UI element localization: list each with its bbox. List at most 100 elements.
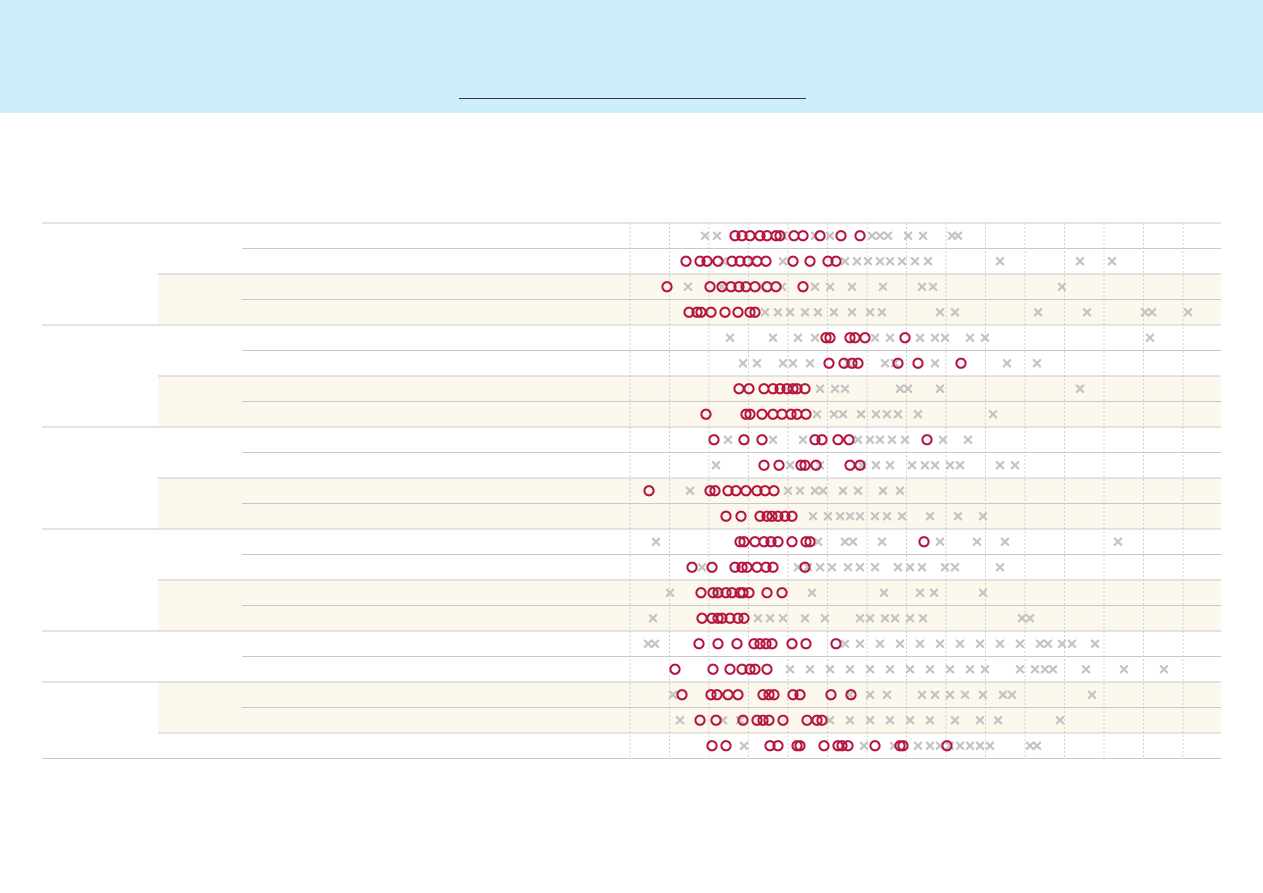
circle-marker: [824, 332, 836, 344]
cross-marker: [1119, 664, 1129, 674]
cross-marker: [865, 307, 875, 317]
cross-marker: [875, 435, 885, 445]
cross-marker: [1057, 639, 1067, 649]
circle-marker: [777, 714, 789, 726]
cross-marker: [903, 384, 913, 394]
cross-marker: [913, 741, 923, 751]
circle-marker: [720, 740, 732, 752]
cross-marker: [865, 690, 875, 700]
data-marks: [643, 230, 1193, 752]
circle-marker: [773, 459, 785, 471]
cross-marker: [895, 384, 905, 394]
cross-marker: [915, 588, 925, 598]
cross-marker: [825, 282, 835, 292]
cross-marker: [1010, 460, 1020, 470]
circle-marker: [691, 306, 703, 318]
cross-marker: [825, 231, 835, 241]
circle-marker: [733, 281, 745, 293]
cross-marker: [818, 486, 828, 496]
circle-marker: [737, 587, 749, 599]
cross-marker: [1090, 639, 1100, 649]
circle-marker: [725, 281, 737, 293]
circle-marker: [661, 281, 673, 293]
cross-marker: [935, 537, 945, 547]
cross-marker: [800, 613, 810, 623]
cross-marker: [1032, 741, 1042, 751]
circle-marker: [761, 587, 773, 599]
circle-marker: [844, 332, 856, 344]
circle-marker: [749, 536, 761, 548]
cross-marker: [723, 435, 733, 445]
cross-marker: [1048, 664, 1058, 674]
cross-marker: [810, 486, 820, 496]
circle-marker: [770, 281, 782, 293]
cross-marker: [865, 664, 875, 674]
cross-marker: [798, 435, 808, 445]
cross-marker: [793, 333, 803, 343]
cross-marker: [783, 486, 793, 496]
circle-marker: [799, 561, 811, 573]
cross-marker: [778, 256, 788, 266]
cross-marker: [925, 715, 935, 725]
cross-marker: [895, 639, 905, 649]
cross-marker: [1055, 715, 1065, 725]
cross-marker: [945, 460, 955, 470]
circle-marker: [700, 408, 712, 420]
circle-marker: [734, 536, 746, 548]
circle-marker: [754, 230, 766, 242]
cross-marker: [668, 690, 678, 700]
cross-marker: [875, 256, 885, 266]
circle-marker: [788, 230, 800, 242]
circle-marker: [705, 306, 717, 318]
circle-marker: [816, 714, 828, 726]
circle-marker: [712, 587, 724, 599]
circle-marker: [683, 306, 695, 318]
circle-marker: [785, 408, 797, 420]
circle-marker: [724, 612, 736, 624]
circle-marker: [737, 714, 749, 726]
cross-marker: [988, 409, 998, 419]
circle-marker: [787, 689, 799, 701]
circle-marker: [695, 587, 707, 599]
cross-marker: [1033, 307, 1043, 317]
cross-marker: [1015, 664, 1025, 674]
circle-marker: [754, 638, 766, 650]
cross-marker: [675, 715, 685, 725]
circle-marker: [797, 230, 809, 242]
circle-marker: [751, 561, 763, 573]
circle-marker: [822, 255, 834, 267]
highlight-band: [158, 376, 1221, 402]
circle-marker: [719, 306, 731, 318]
cross-marker: [955, 741, 965, 751]
cross-marker: [950, 715, 960, 725]
cross-marker: [1025, 613, 1035, 623]
cross-marker: [885, 664, 895, 674]
cross-marker: [897, 511, 907, 521]
circle-marker: [921, 434, 933, 446]
circle-marker: [818, 740, 830, 752]
circle-marker: [799, 459, 811, 471]
circle-marker: [732, 306, 744, 318]
cross-marker: [918, 613, 928, 623]
cross-marker: [940, 562, 950, 572]
cross-marker: [1032, 358, 1042, 368]
cross-marker: [950, 562, 960, 572]
circle-marker: [823, 357, 835, 369]
cross-marker: [773, 307, 783, 317]
circle-marker: [811, 714, 823, 726]
circle-marker: [810, 459, 822, 471]
circle-marker: [787, 255, 799, 267]
circle-marker: [797, 281, 809, 293]
cross-marker: [1017, 613, 1027, 623]
cross-marker: [975, 741, 985, 751]
circle-marker: [743, 383, 755, 395]
circle-marker: [738, 434, 750, 446]
circle-marker: [830, 255, 842, 267]
circle-marker: [804, 536, 816, 548]
cross-marker: [870, 333, 880, 343]
cross-marker: [903, 231, 913, 241]
circle-marker: [794, 689, 806, 701]
cross-marker: [882, 511, 892, 521]
cross-marker: [897, 256, 907, 266]
cross-marker: [760, 307, 770, 317]
